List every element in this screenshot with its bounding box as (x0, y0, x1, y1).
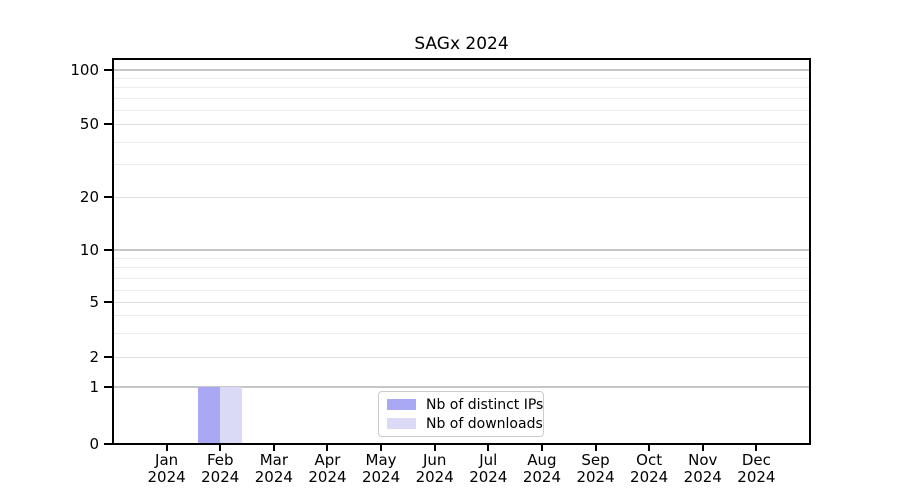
x-tick-label: Jun 2024 (415, 451, 454, 486)
bar-distinct-ips (198, 386, 221, 444)
x-tick (219, 445, 222, 451)
legend-item-downloads: Nb of downloads (387, 416, 543, 432)
x-tick (326, 445, 329, 451)
y-tick (104, 355, 113, 358)
x-tick-label: Sep 2024 (576, 451, 615, 486)
y-tick-label: 20 (79, 187, 99, 206)
x-tick (165, 445, 168, 451)
legend-label-downloads: Nb of downloads (426, 415, 543, 432)
x-tick-label: Mar 2024 (254, 451, 293, 486)
minor-gridline (114, 258, 809, 259)
y-tick-label: 2 (89, 347, 99, 366)
chart-title: SAGx 2024 (414, 34, 509, 54)
x-tick (648, 445, 651, 451)
minor-gridline (114, 142, 809, 143)
x-tick (272, 445, 275, 451)
minor-gridline (114, 78, 809, 80)
minor-gridline (114, 163, 809, 165)
major-gridline (114, 69, 809, 71)
minor-gridline (114, 290, 809, 291)
y-tick (104, 195, 113, 198)
x-tick-label: Feb 2024 (201, 451, 240, 486)
x-tick-label: Apr 2024 (308, 451, 347, 486)
minor-gridline (114, 110, 809, 111)
y-tick (104, 122, 113, 125)
legend-item-distinct-ips: Nb of distinct IPs (387, 397, 543, 413)
x-tick (701, 445, 704, 451)
legend-label-distinct-ips: Nb of distinct IPs (426, 396, 544, 413)
y-tick-label: 1 (89, 377, 99, 396)
y-tick (104, 301, 113, 303)
major-gridline (114, 123, 809, 125)
x-tick (594, 445, 597, 451)
x-tick-label: Oct 2024 (630, 451, 669, 486)
x-tick-label: Jan 2024 (147, 451, 186, 486)
y-tick (104, 69, 113, 71)
x-tick-label: Dec 2024 (737, 451, 776, 486)
minor-gridline (114, 267, 809, 268)
major-gridline (114, 356, 809, 358)
y-tick (104, 443, 113, 445)
y-tick (104, 248, 113, 251)
y-tick-label: 5 (89, 293, 99, 311)
x-tick (540, 445, 543, 451)
y-tick (104, 385, 113, 388)
legend-swatch-downloads (387, 418, 416, 429)
bar-downloads (220, 386, 243, 444)
legend: Nb of distinct IPs Nb of downloads (378, 391, 544, 437)
x-tick-label: May 2024 (361, 451, 401, 486)
x-tick (433, 445, 436, 451)
minor-gridline (114, 314, 809, 316)
major-gridline (114, 385, 809, 388)
minor-gridline (114, 98, 809, 99)
legend-swatch-distinct-ips (387, 399, 416, 410)
minor-gridline (114, 86, 809, 88)
y-tick-label: 100 (70, 61, 99, 79)
y-tick-label: 50 (79, 114, 99, 133)
major-gridline (114, 248, 809, 251)
y-tick-label: 10 (79, 240, 99, 259)
x-tick-label: Nov 2024 (683, 451, 722, 486)
x-tick (755, 445, 758, 451)
x-tick-label: Jul 2024 (469, 451, 508, 486)
y-tick-label: 0 (89, 435, 99, 453)
major-gridline (114, 302, 809, 303)
minor-gridline (114, 277, 809, 279)
minor-gridline (114, 333, 809, 334)
x-tick (380, 445, 383, 451)
major-gridline (114, 196, 809, 198)
x-tick-label: Aug 2024 (522, 451, 562, 486)
x-tick (487, 445, 490, 451)
